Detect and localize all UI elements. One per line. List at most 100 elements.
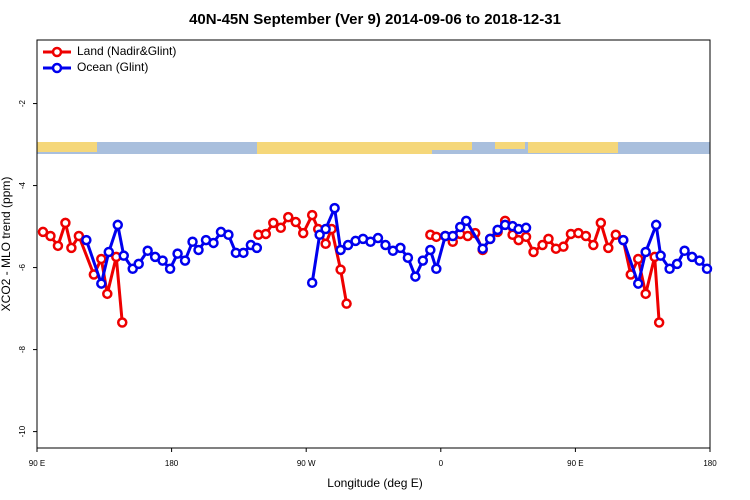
point xyxy=(164,263,176,275)
point xyxy=(306,209,318,221)
point xyxy=(238,247,249,259)
map-strip xyxy=(37,142,710,154)
point xyxy=(320,223,331,235)
point xyxy=(410,271,421,282)
point xyxy=(142,245,153,257)
y-tick-label: -4 xyxy=(18,181,27,189)
point xyxy=(395,242,406,254)
legend-label: Ocean (Glint) xyxy=(77,60,148,74)
point xyxy=(335,244,346,256)
point xyxy=(66,242,77,254)
point xyxy=(290,216,301,228)
point xyxy=(425,244,436,256)
point xyxy=(537,239,548,251)
point xyxy=(558,241,569,252)
point xyxy=(492,224,503,236)
y-tick-label: -8 xyxy=(18,345,27,353)
point xyxy=(664,263,675,275)
point xyxy=(588,239,599,251)
point xyxy=(528,246,539,258)
point xyxy=(37,226,49,238)
point xyxy=(372,232,384,244)
point xyxy=(314,229,325,241)
point xyxy=(402,252,414,263)
point xyxy=(341,298,352,309)
x-tick-label: 0 xyxy=(439,459,444,468)
point xyxy=(157,255,168,266)
point xyxy=(297,227,309,239)
point xyxy=(431,231,442,243)
point xyxy=(187,236,198,247)
point xyxy=(477,243,488,254)
point xyxy=(580,230,592,242)
point xyxy=(484,233,496,245)
point xyxy=(335,264,346,275)
x-axis-label: Longitude (deg E) xyxy=(327,476,422,490)
point xyxy=(45,230,56,242)
point xyxy=(701,263,713,275)
point xyxy=(96,253,107,265)
y-tick-label: -10 xyxy=(18,425,27,437)
y-axis-label: XCO2 - MLO trend (ppm) xyxy=(0,177,13,312)
point xyxy=(655,250,666,261)
point xyxy=(60,217,71,229)
point xyxy=(460,215,472,227)
point xyxy=(103,246,115,258)
point xyxy=(595,217,607,229)
legend-label: Land (Nadir&Glint) xyxy=(77,44,176,58)
x-tick-label: 90 E xyxy=(29,459,45,468)
point xyxy=(112,219,124,231)
point xyxy=(618,234,629,246)
point xyxy=(208,237,219,249)
point xyxy=(179,255,191,266)
point xyxy=(679,245,690,257)
point xyxy=(520,222,532,234)
point xyxy=(671,258,683,270)
point xyxy=(223,229,234,241)
point xyxy=(417,255,429,266)
point xyxy=(380,239,391,251)
point xyxy=(447,230,459,242)
point xyxy=(52,240,64,252)
point xyxy=(102,288,113,300)
chart-title: 40N-45N September (Ver 9) 2014-09-06 to … xyxy=(189,11,561,28)
point xyxy=(81,234,92,246)
point xyxy=(306,277,318,288)
point xyxy=(632,278,644,289)
point xyxy=(96,278,107,289)
x-tick-label: 180 xyxy=(703,459,717,468)
point xyxy=(342,239,354,251)
point xyxy=(118,250,129,261)
legend-marker xyxy=(51,62,63,74)
point xyxy=(283,211,294,223)
point xyxy=(650,219,662,231)
x-tick-label: 90 W xyxy=(297,459,316,468)
point xyxy=(116,317,128,328)
point xyxy=(431,263,442,275)
point xyxy=(260,228,272,240)
plot-frame xyxy=(36,39,711,449)
point xyxy=(133,258,144,270)
point xyxy=(640,288,651,300)
x-tick-label: 90 E xyxy=(567,459,583,468)
point xyxy=(275,222,287,234)
point xyxy=(520,231,532,243)
point xyxy=(603,242,614,254)
point xyxy=(193,244,204,256)
point xyxy=(73,230,85,242)
y-tick-label: -2 xyxy=(18,99,27,107)
point xyxy=(268,217,279,229)
point xyxy=(640,246,651,258)
point xyxy=(632,253,644,265)
point xyxy=(653,317,665,328)
point xyxy=(172,248,183,259)
point xyxy=(543,233,554,245)
y-tick-label: -6 xyxy=(18,263,27,271)
point xyxy=(694,255,705,266)
x-tick-label: 180 xyxy=(165,459,179,468)
legend-marker xyxy=(51,46,63,58)
point xyxy=(329,202,340,214)
point xyxy=(610,229,622,241)
point xyxy=(320,238,331,250)
